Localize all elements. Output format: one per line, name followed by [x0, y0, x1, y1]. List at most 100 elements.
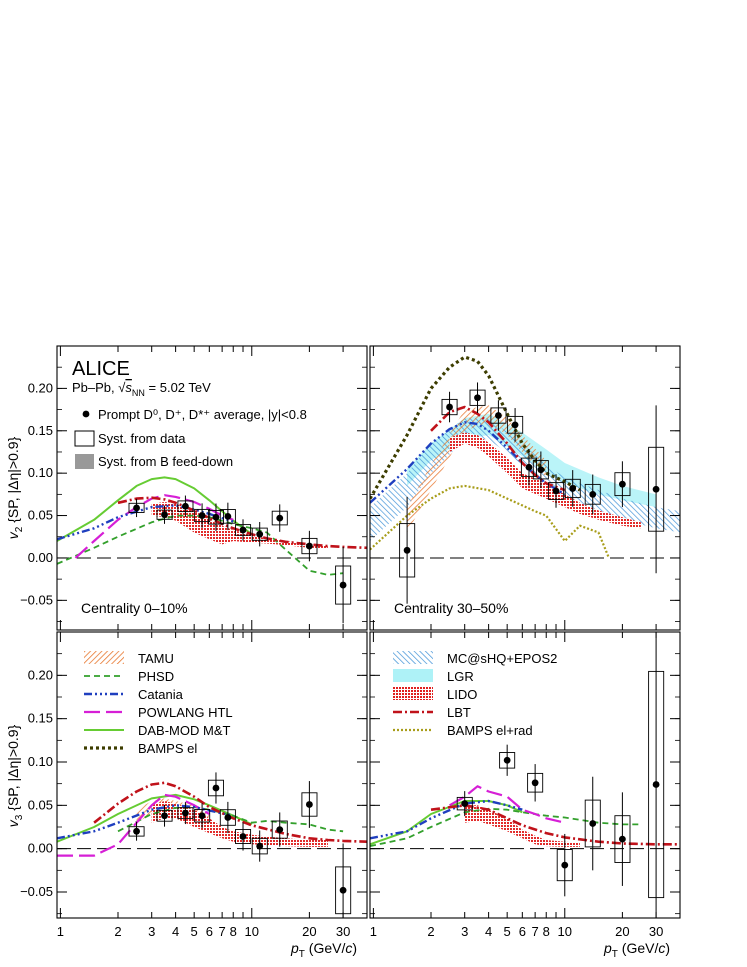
model-curve-catania	[370, 421, 566, 504]
legend-label-phsd: PHSD	[138, 669, 174, 684]
data-point	[461, 800, 469, 807]
data-point	[305, 801, 313, 808]
panel-frame	[369, 631, 681, 919]
model-legend-left: TAMU PHSD Catania POWLANG HTL DAB-MOD M&T BAM…	[84, 651, 233, 756]
y-tick-label: 0.10	[28, 465, 53, 480]
model-legend-right: MC@sHQ+EPOS2 LGR LIDO LBT BAMPS el+rad	[393, 651, 557, 738]
panel-frame	[56, 631, 368, 919]
data-point	[446, 403, 453, 411]
data-point	[511, 421, 519, 429]
model-band-lido	[449, 432, 641, 529]
x-tick-label: 1	[57, 924, 64, 939]
legend-label-bamps-el-rad: BAMPS el+rad	[447, 723, 533, 738]
x-tick-label: 30	[649, 924, 663, 939]
data-point	[561, 861, 569, 869]
x-tick-label: 20	[302, 924, 316, 939]
model-curve-catania	[57, 804, 234, 840]
legend-label-lido: LIDO	[447, 687, 477, 702]
x-tick-label: 4	[172, 924, 179, 939]
model-curve-dab-mod-m-t	[57, 476, 253, 542]
panel-v2-central: −0.05 0.00 0.05 0.10 0.15 0.20 Centrality 0–10…	[20, 345, 368, 631]
y-tick-label: −0.05	[20, 592, 53, 607]
panel-v3-semiperipheral: 1 2 3 4 5 6 7 8 10 20 30	[369, 631, 681, 939]
x-tick-label: 4	[485, 924, 492, 939]
legend-marker	[82, 410, 90, 418]
legend-marker-label: Prompt D⁰, D⁺, D*⁺ average, |y|<0.8	[98, 407, 307, 422]
y-tick-label: 0.00	[28, 841, 53, 856]
x-tick-label: 3	[148, 924, 155, 939]
data-point	[652, 781, 660, 788]
model-curve-bamps-el	[370, 355, 581, 500]
data-point	[525, 463, 533, 471]
panel-frame	[369, 345, 681, 631]
model-band-lido	[151, 801, 328, 847]
data-point	[256, 842, 264, 850]
y-tick-label: 0.05	[28, 508, 53, 523]
data-point	[403, 546, 411, 554]
x-tick-label: 7	[532, 924, 539, 939]
legend-swatch-mc-shq-epos2	[393, 651, 433, 664]
plot-area	[370, 632, 680, 918]
legend-swatch-lgr	[393, 669, 433, 682]
x-tick-label: 5	[504, 924, 511, 939]
y-tick-label: 0.05	[28, 797, 53, 812]
data-point	[182, 502, 189, 510]
legend-syst-b-label: Syst. from B feed-down	[98, 454, 233, 469]
data-point	[224, 814, 232, 821]
data-point	[305, 542, 313, 550]
legend-swatch-lido	[393, 687, 433, 700]
data-point	[198, 512, 206, 519]
model-band-tamu	[407, 405, 547, 533]
plot-area	[57, 772, 367, 918]
data-point	[503, 756, 511, 764]
x-axis-title: pT (GeV/c)	[603, 940, 670, 960]
model-curve-lbt	[93, 781, 367, 843]
x-tick-label: 30	[336, 924, 350, 939]
experiment-label: ALICE	[72, 358, 130, 380]
model-curve-bamps-el-rad	[370, 484, 610, 559]
legend-swatch-tamu	[84, 651, 124, 664]
y-tick-label: 0.15	[28, 711, 53, 726]
y-tick-label: −0.05	[20, 884, 53, 899]
plot-area	[57, 476, 367, 624]
legend-label-powlang-htl: POWLANG HTL	[138, 705, 233, 720]
y-axis-title: v3 {SP, |Δη|>0.9}	[5, 724, 25, 827]
centrality-label: Centrality 30–50%	[394, 600, 508, 616]
data-point	[618, 835, 626, 843]
data-point	[212, 513, 220, 521]
data-point	[339, 581, 347, 589]
x-tick-label: 5	[191, 924, 198, 939]
x-tick-label: 7	[219, 924, 226, 939]
data-point	[531, 779, 539, 787]
y-tick-label: 0.20	[28, 667, 53, 682]
model-band-lido	[151, 502, 328, 549]
data-point	[198, 812, 206, 820]
panel-v2-semiperipheral: Centrality 30–50%	[369, 345, 681, 631]
data-point	[618, 480, 626, 488]
y-tick-label: 0.10	[28, 754, 53, 769]
legend-syst-data-label: Syst. from data	[98, 431, 186, 446]
x-axis-title: pT (GeV/c)	[290, 940, 357, 960]
model-curve-phsd	[57, 514, 344, 576]
legend-syst-data-box	[74, 430, 95, 447]
centrality-label: Centrality 0–10%	[81, 600, 188, 616]
legend-syst-b-box	[75, 454, 94, 469]
y-tick-label: 0.15	[28, 423, 53, 438]
legend-label-lgr: LGR	[447, 669, 474, 684]
data-point	[552, 487, 560, 495]
data-point	[161, 812, 168, 820]
panel-v3-central: −0.05 0.00 0.05 0.10 0.15 0.20 1 2 3 4 5 6 7 8 10 20 30	[20, 631, 368, 939]
model-curve-powlang-htl	[449, 785, 566, 824]
data-point	[537, 466, 545, 474]
model-curve-catania	[370, 799, 523, 840]
data-point	[161, 511, 168, 519]
model-curve-powlang-htl	[74, 494, 234, 559]
data-point	[224, 513, 232, 520]
x-tick-label: 10	[558, 924, 572, 939]
legend-label-bamps-el: BAMPS el	[138, 741, 197, 756]
data-point	[256, 530, 264, 538]
model-curve-powlang-htl	[57, 793, 210, 857]
data-point	[495, 412, 502, 419]
